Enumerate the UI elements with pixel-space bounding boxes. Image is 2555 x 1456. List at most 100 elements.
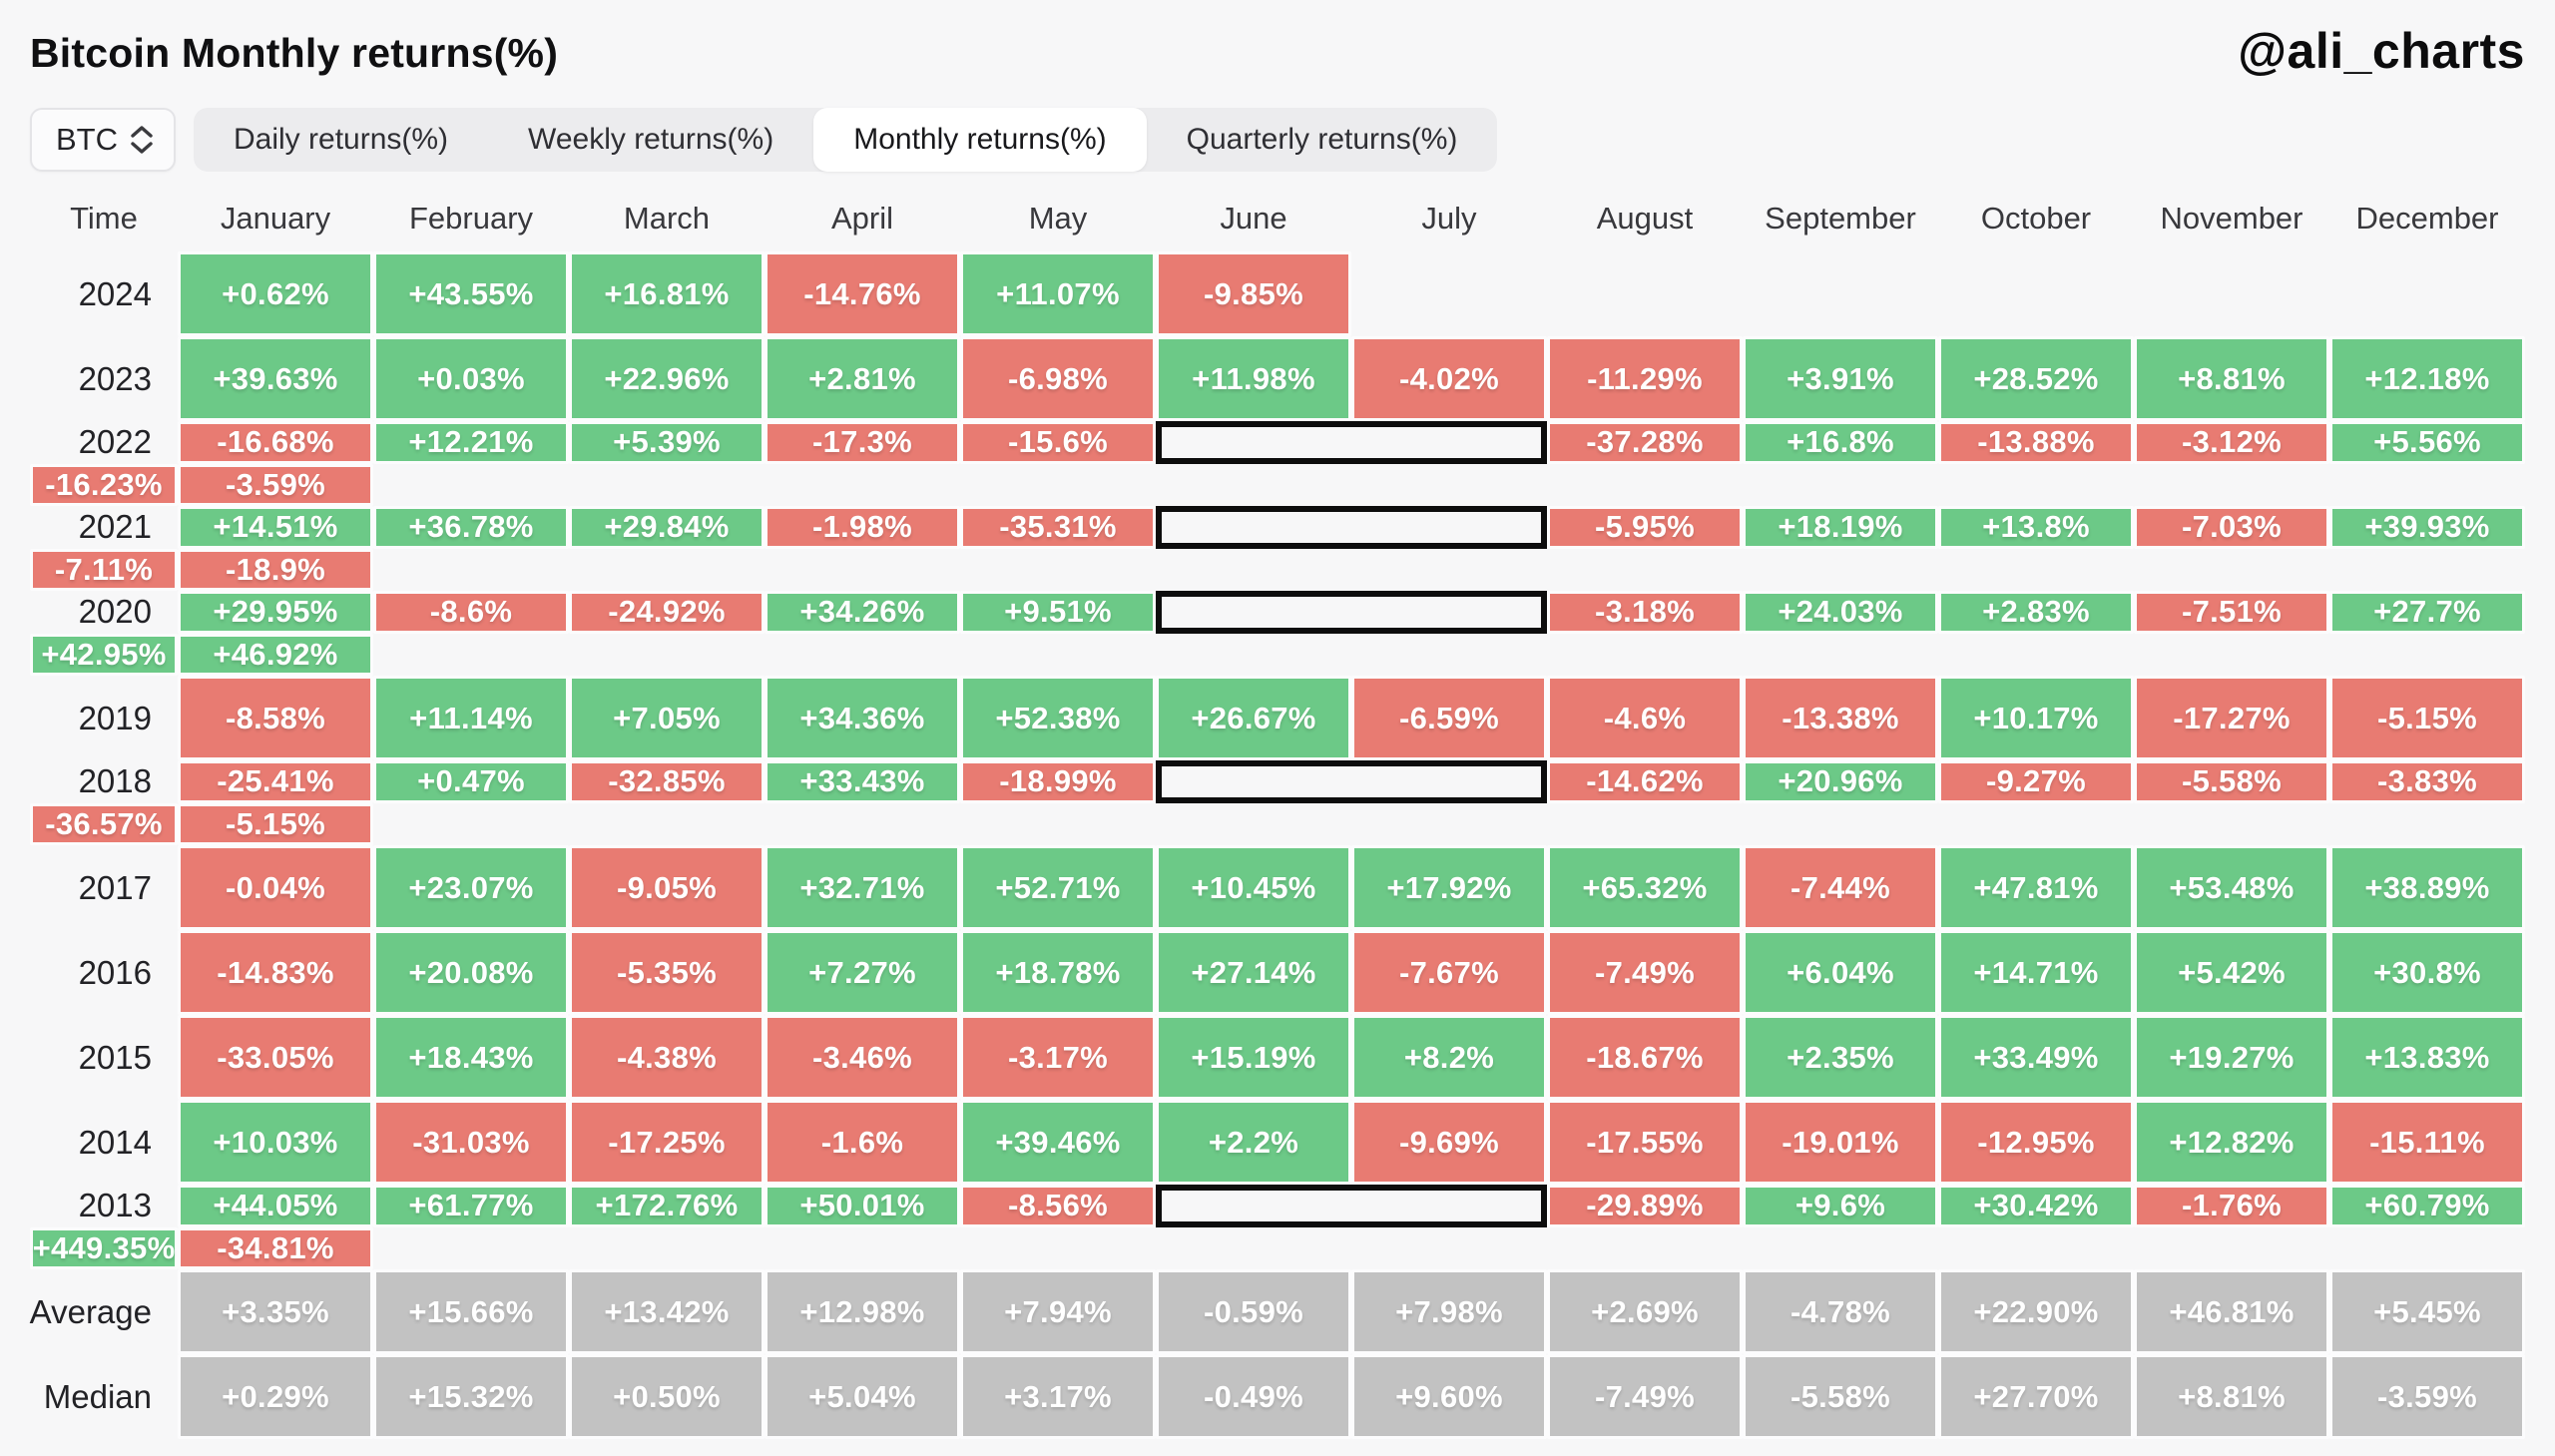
return-cell: -13.38% xyxy=(1743,676,1938,760)
return-cell: +65.32% xyxy=(1547,845,1743,930)
return-cell: +52.71% xyxy=(960,845,1156,930)
return-cell: +5.42% xyxy=(2134,930,2329,1015)
return-cell: -5.95% xyxy=(1547,506,1743,549)
return-cell: +27.7% xyxy=(2329,591,2525,634)
return-cell: +172.76% xyxy=(569,1185,765,1227)
row-label: 2019 xyxy=(78,699,152,736)
return-cell: +18.78% xyxy=(960,930,1156,1015)
june-july-highlight-box xyxy=(1156,421,1547,464)
table-row-2016: 2016 -14.83% +20.08% -5.35% +7.27% +18.78% +27… xyxy=(30,930,2525,1015)
return-cell: -5.58% xyxy=(1743,1354,1938,1439)
tab-daily[interactable]: Daily returns(%) xyxy=(234,123,449,156)
return-cell: -32.85% xyxy=(569,760,765,803)
return-cell: +20.96% xyxy=(1743,760,1938,803)
column-header-september: September xyxy=(1765,201,1916,236)
table-header-row: Time January February March April May June July… xyxy=(30,188,2525,249)
return-cell: +11.14% xyxy=(373,676,569,760)
return-cell: +2.35% xyxy=(1743,1015,1938,1100)
return-cell: -33.05% xyxy=(178,1015,373,1100)
return-cell: +15.32% xyxy=(373,1354,569,1439)
return-cell: +15.66% xyxy=(373,1269,569,1354)
return-cell: -4.02% xyxy=(1351,336,1547,421)
return-cell: -16.68% xyxy=(178,421,373,464)
return-cell: -14.76% xyxy=(765,251,960,336)
return-cell: +3.17% xyxy=(960,1354,1156,1439)
return-cell: -3.83% xyxy=(2329,760,2525,803)
return-cell: -3.59% xyxy=(2329,1354,2525,1439)
return-cell: -17.27% xyxy=(2134,676,2329,760)
return-cell: +24.03% xyxy=(1743,591,1938,634)
return-cell: +26.67% xyxy=(1156,676,1351,760)
return-cell: +53.48% xyxy=(2134,845,2329,930)
empty-cell xyxy=(1743,251,1938,336)
top-bar: Bitcoin Monthly returns(%) @ali_charts xyxy=(30,22,2525,80)
return-cell: -18.99% xyxy=(960,760,1156,803)
return-cell: +61.77% xyxy=(373,1185,569,1227)
return-cell: +34.36% xyxy=(765,676,960,760)
returns-table: Time January February March April May June July… xyxy=(30,188,2525,1439)
row-label: 2023 xyxy=(78,359,152,397)
return-cell: +50.01% xyxy=(765,1185,960,1227)
return-cell: +10.17% xyxy=(1938,676,2134,760)
return-cell: -6.59% xyxy=(1351,676,1547,760)
column-header-august: August xyxy=(1596,201,1694,236)
return-cell: -1.98% xyxy=(765,506,960,549)
tab-quarterly[interactable]: Quarterly returns(%) xyxy=(1186,123,1458,156)
return-cell: -8.6% xyxy=(373,591,569,634)
row-label: 2024 xyxy=(78,274,152,312)
return-cell: +9.6% xyxy=(1743,1185,1938,1227)
return-cell: -29.89% xyxy=(1547,1185,1743,1227)
return-cell: +2.81% xyxy=(765,336,960,421)
return-cell: -18.67% xyxy=(1547,1015,1743,1100)
return-cell: +46.92% xyxy=(178,633,373,676)
return-cell: -14.83% xyxy=(178,930,373,1015)
return-cell: +42.95% xyxy=(30,633,178,676)
page-title: Bitcoin Monthly returns(%) xyxy=(30,30,559,76)
return-cell: -0.04% xyxy=(178,845,373,930)
return-cell: -3.59% xyxy=(178,463,373,506)
return-cell: -5.15% xyxy=(2329,676,2525,760)
return-cell: +15.19% xyxy=(1156,1015,1351,1100)
return-cell: -7.49% xyxy=(1547,930,1743,1015)
return-cell: +5.45% xyxy=(2329,1269,2525,1354)
tab-weekly[interactable]: Weekly returns(%) xyxy=(528,123,774,156)
return-cell: -4.6% xyxy=(1547,676,1743,760)
asset-selector[interactable]: BTC xyxy=(30,108,176,172)
tab-monthly[interactable]: Monthly returns(%) xyxy=(813,108,1147,172)
return-cell: +11.07% xyxy=(960,251,1156,336)
return-cell: +22.90% xyxy=(1938,1269,2134,1354)
return-cell: -17.3% xyxy=(765,421,960,464)
column-header-time: Time xyxy=(70,201,138,236)
return-cell: +7.27% xyxy=(765,930,960,1015)
column-header-january: January xyxy=(220,201,331,236)
return-cell: +0.47% xyxy=(373,760,569,803)
return-cell: +2.69% xyxy=(1547,1269,1743,1354)
return-cell: -17.55% xyxy=(1547,1100,1743,1185)
table-row-2023: 2023 +39.63% +0.03% +22.96% +2.81% -6.98% +11.… xyxy=(30,336,2525,421)
return-cell: +0.03% xyxy=(373,336,569,421)
return-cell: +27.14% xyxy=(1156,930,1351,1015)
row-label: 2021 xyxy=(78,508,152,546)
return-cell: +12.98% xyxy=(765,1269,960,1354)
return-cell: +8.2% xyxy=(1351,1015,1547,1100)
return-cell: -8.58% xyxy=(178,676,373,760)
up-down-chevrons-icon xyxy=(130,125,154,155)
return-cell: -11.29% xyxy=(1547,336,1743,421)
return-cell: -7.44% xyxy=(1743,845,1938,930)
return-cell: -4.38% xyxy=(569,1015,765,1100)
return-cell: -15.6% xyxy=(960,421,1156,464)
return-cell: -5.15% xyxy=(178,802,373,845)
empty-cell xyxy=(1351,251,1547,336)
return-cell: -4.78% xyxy=(1743,1269,1938,1354)
return-cell: -5.58% xyxy=(2134,760,2329,803)
june-july-highlight-box xyxy=(1156,506,1547,549)
table-row-2019: 2019 -8.58% +11.14% +7.05% +34.36% +52.38% +26… xyxy=(30,676,2525,760)
return-cell: +16.8% xyxy=(1743,421,1938,464)
return-cell: -7.51% xyxy=(2134,591,2329,634)
return-cell: +36.78% xyxy=(373,506,569,549)
row-label: 2017 xyxy=(78,868,152,906)
return-cell: -9.05% xyxy=(569,845,765,930)
return-cell: +43.55% xyxy=(373,251,569,336)
return-cell: +13.42% xyxy=(569,1269,765,1354)
return-cell: +32.71% xyxy=(765,845,960,930)
